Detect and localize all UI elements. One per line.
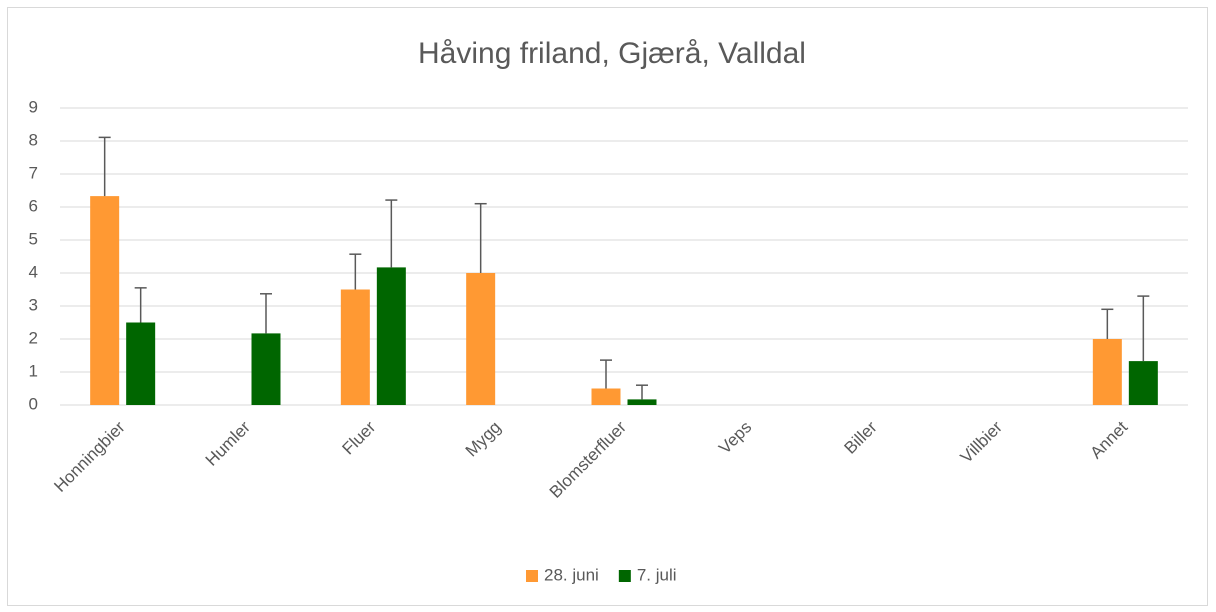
legend-swatch [618,570,631,582]
bar [251,333,281,405]
bar [90,196,120,405]
legend-swatch [526,570,538,582]
y-tick-label: 6 [29,196,38,215]
bar [1092,339,1122,405]
bar [466,273,496,405]
bar [591,388,621,405]
y-tick-label: 8 [29,130,38,149]
bar [627,399,657,405]
y-tick-label: 9 [29,97,38,116]
bar [126,322,156,405]
y-tick-label: 5 [29,229,38,248]
legend-label: 7. juli [637,565,677,584]
chart-title: Håving friland, Gjærå, Valldal [418,37,806,70]
y-tick-label: 0 [29,394,38,413]
y-tick-label: 2 [29,328,38,347]
y-tick-label: 3 [29,295,38,314]
bar [340,289,370,405]
y-tick-label: 4 [29,262,38,281]
y-tick-label: 7 [29,163,38,182]
bar [376,267,406,405]
bar [1128,361,1158,405]
y-tick-label: 1 [29,361,38,380]
legend-label: 28. juni [544,565,599,584]
